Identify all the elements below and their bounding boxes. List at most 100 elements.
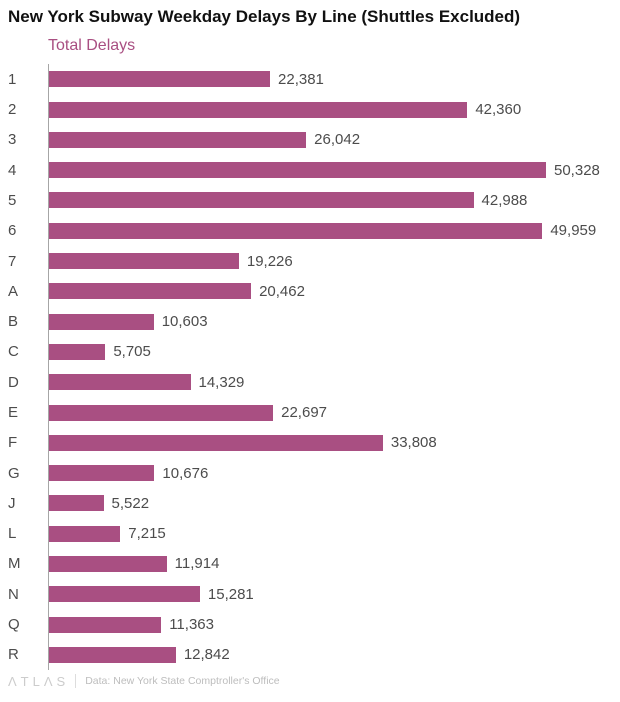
- category-label: L: [8, 525, 17, 543]
- bar-area: 26,042: [48, 124, 620, 155]
- category-label: 7: [8, 252, 17, 270]
- value-label: 14,329: [198, 373, 245, 391]
- bar: [49, 525, 121, 542]
- bar-area: 5,522: [48, 488, 620, 519]
- bar: [49, 192, 474, 209]
- bar: [49, 101, 468, 118]
- chart-row: B 10,603: [0, 306, 620, 337]
- category-label: C: [8, 343, 19, 361]
- category-label: F: [8, 434, 18, 452]
- bar-area: 10,603: [48, 306, 620, 337]
- category-label: M: [8, 555, 21, 573]
- bar: [49, 253, 239, 270]
- bar: [49, 374, 191, 391]
- value-label: 19,226: [246, 252, 293, 270]
- value-label: 33,808: [390, 434, 437, 452]
- bar: [49, 495, 104, 512]
- category-label: J: [8, 494, 16, 512]
- bar-area: 5,705: [48, 336, 620, 368]
- category-label: 1: [8, 70, 17, 88]
- value-label: 42,988: [481, 191, 528, 209]
- bar-area: 22,381: [48, 64, 620, 95]
- category-label: 5: [8, 191, 17, 209]
- bar: [49, 71, 271, 88]
- bar-area: 42,988: [48, 185, 620, 216]
- bar: [49, 465, 155, 482]
- chart-row: G 10,676: [0, 457, 620, 489]
- value-label: 5,522: [111, 494, 150, 512]
- data-source-label: Data: New York State Comptroller's Offic…: [85, 675, 280, 688]
- bar-area: 15,281: [48, 579, 620, 610]
- bar-area: 11,914: [48, 548, 620, 580]
- bar-area: 33,808: [48, 427, 620, 458]
- value-label: 15,281: [207, 585, 254, 603]
- chart-row: 6 49,959: [0, 215, 620, 246]
- bar: [49, 343, 106, 360]
- chart-row: 7 19,226: [0, 245, 620, 277]
- category-label: Q: [8, 616, 20, 634]
- footer-divider: [75, 674, 77, 689]
- chart-row: Q 11,363: [0, 609, 620, 640]
- bar-area: 14,329: [48, 367, 620, 398]
- bar-chart: 1 22,381 2 42,360 3 26,042 4 50,328 5 42…: [0, 64, 620, 671]
- value-label: 12,842: [183, 646, 230, 664]
- value-label: 20,462: [259, 282, 305, 300]
- value-label: 5,705: [113, 343, 151, 361]
- chart-row: 1 22,381: [0, 64, 620, 95]
- bar: [49, 555, 167, 572]
- chart-row: 3 26,042: [0, 124, 620, 155]
- bar: [49, 283, 252, 300]
- value-label: 11,363: [169, 616, 214, 634]
- footer: ΛTLΛS Data: New York State Comptroller's…: [0, 670, 620, 702]
- value-label: 42,360: [475, 101, 522, 119]
- chart-row: 5 42,988: [0, 185, 620, 216]
- chart-row: F 33,808: [0, 427, 620, 458]
- bar-area: 12,842: [48, 639, 620, 671]
- chart-row: A 20,462: [0, 276, 620, 307]
- chart-row: L 7,215: [0, 518, 620, 549]
- atlas-logo: ΛTLΛS: [8, 673, 70, 689]
- category-label: 6: [8, 222, 17, 240]
- chart-row: M 11,914: [0, 548, 620, 580]
- bar-area: 50,328: [48, 154, 620, 186]
- category-label: R: [8, 646, 19, 664]
- chart-row: 4 50,328: [0, 154, 620, 186]
- bar: [49, 646, 176, 663]
- value-label: 22,697: [281, 404, 328, 421]
- bar-area: 19,226: [48, 245, 620, 277]
- category-label: A: [8, 282, 19, 300]
- bar: [49, 131, 307, 148]
- category-label: B: [8, 313, 19, 331]
- value-label: 22,381: [278, 70, 324, 88]
- bar: [49, 616, 162, 633]
- chart-row: N 15,281: [0, 579, 620, 610]
- category-label: D: [8, 373, 19, 391]
- bar: [49, 222, 543, 239]
- bar: [49, 162, 546, 179]
- value-label: 10,676: [162, 464, 209, 482]
- chart-row: D 14,329: [0, 367, 620, 398]
- chart-title: New York Subway Weekday Delays By Line (…: [8, 7, 521, 26]
- value-label: 26,042: [314, 131, 361, 149]
- value-label: 10,603: [161, 313, 208, 331]
- bar-area: 49,959: [48, 215, 620, 246]
- category-label: 2: [8, 101, 17, 119]
- chart-row: J 5,522: [0, 488, 620, 519]
- legend-label: Total Delays: [48, 37, 136, 55]
- category-label: 4: [8, 161, 17, 179]
- bar-area: 20,462: [48, 276, 620, 307]
- category-label: G: [8, 464, 20, 482]
- bar-area: 7,215: [48, 518, 620, 549]
- value-label: 7,215: [128, 525, 166, 543]
- bar-area: 22,697: [48, 397, 620, 428]
- chart-row: C 5,705: [0, 336, 620, 368]
- bar-area: 10,676: [48, 457, 620, 489]
- bar-area: 42,360: [48, 94, 620, 125]
- chart-row: 2 42,360: [0, 94, 620, 125]
- bar: [49, 586, 200, 603]
- bar-area: 11,363: [48, 609, 620, 640]
- category-label: E: [8, 404, 19, 421]
- chart-row: R 12,842: [0, 639, 620, 671]
- value-label: 11,914: [174, 555, 220, 573]
- bar: [49, 313, 154, 330]
